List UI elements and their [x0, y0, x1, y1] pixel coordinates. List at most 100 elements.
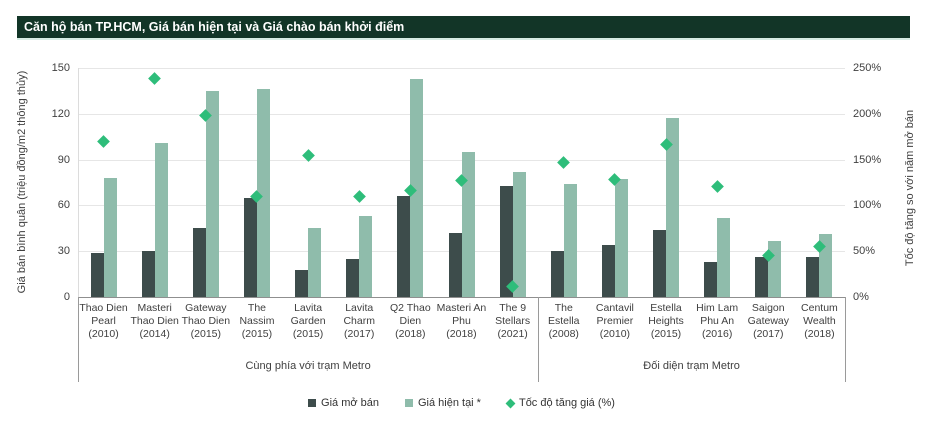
- bar-open: [141, 251, 155, 297]
- bar-open: [601, 245, 615, 297]
- category-name: Gateway Thao Dien: [181, 302, 231, 327]
- category-year: (2018): [446, 328, 477, 340]
- y-axis-line: [78, 68, 79, 297]
- category-label: Him Lam Phu An (2016): [692, 302, 743, 341]
- category-year: (2014): [139, 328, 170, 340]
- right-tick-label: 150%: [853, 153, 882, 166]
- bar-open: [550, 251, 564, 297]
- chart-title: Căn hộ bán TP.HCM, Giá bán hiện tại và G…: [24, 20, 405, 34]
- right-tick-label: 200%: [853, 107, 882, 120]
- left-axis-title: Giá bán bình quân (triệu đồng/m2 thông t…: [16, 70, 28, 294]
- legend-item: Giá hiện tại *: [404, 397, 481, 409]
- category-label: Saigon Gateway (2017): [743, 302, 794, 341]
- bar-current: [461, 151, 475, 297]
- category-name: Cantavil Premier: [595, 302, 634, 327]
- category-label: Q2 Thao Dien (2018): [385, 302, 436, 341]
- category-name: The Estella: [547, 302, 580, 327]
- category-year: (2010): [599, 328, 631, 340]
- category-label: Estella Heights (2015): [640, 302, 691, 341]
- category-year: (2017): [753, 328, 784, 340]
- growth-diamond: [557, 155, 571, 169]
- category-name: Masteri An Phu: [436, 302, 487, 327]
- bar-current: [359, 216, 373, 297]
- bar-current: [410, 78, 424, 297]
- category-label: Centum Wealth (2018): [794, 302, 845, 341]
- group-divider: [845, 297, 846, 382]
- bar-current: [768, 240, 782, 297]
- group-divider: [78, 297, 79, 382]
- category-name: Lavita Garden: [290, 302, 326, 327]
- legend-label: Tốc độ tăng giá (%): [518, 397, 615, 409]
- group-divider: [538, 297, 540, 382]
- bar-open: [346, 258, 360, 297]
- category-name: Estella Heights: [648, 302, 684, 327]
- bar-current: [614, 179, 628, 297]
- category-name: Masteri Thao Dien: [130, 302, 179, 327]
- right-tick-label: 100%: [853, 199, 882, 212]
- right-axis-title: Tốc độ tăng so với năm mở bán: [904, 109, 916, 267]
- chart-title-bar: Căn hộ bán TP.HCM, Giá bán hiện tại và G…: [17, 16, 910, 40]
- category-year: (2015): [292, 328, 324, 340]
- bar-open: [192, 228, 206, 297]
- bar-current: [103, 177, 117, 297]
- bar-open: [704, 261, 718, 297]
- bar-open: [499, 185, 513, 297]
- category-year: (2015): [190, 328, 221, 340]
- left-tick-label: 90: [57, 153, 70, 166]
- category-label: The Estella (2008): [538, 302, 589, 341]
- category-label: Masteri An Phu (2018): [436, 302, 487, 341]
- legend-label: Giá mở bán: [321, 397, 379, 409]
- bar-open: [243, 197, 257, 297]
- right-tick-label: 250%: [853, 62, 882, 74]
- legend-square-marker: [308, 399, 317, 407]
- category-label: Cantavil Premier (2010): [589, 302, 640, 341]
- bar-current: [256, 89, 270, 297]
- bar-current: [819, 234, 833, 297]
- category-label: Masteri Thao Dien (2014): [129, 302, 180, 341]
- legend-item: Tốc độ tăng giá (%): [505, 397, 615, 409]
- category-year: (2015): [650, 328, 682, 340]
- category-name: Saigon Gateway: [747, 302, 789, 327]
- category-year: (2016): [701, 328, 733, 340]
- left-tick-label: 30: [57, 245, 70, 258]
- bar-open: [653, 229, 667, 297]
- category-year: (2018): [804, 328, 835, 340]
- bar-current: [512, 171, 526, 297]
- bar-open: [755, 257, 769, 297]
- bar-open: [448, 232, 462, 297]
- left-tick-label: 150: [51, 62, 70, 74]
- left-tick-label: 120: [51, 107, 70, 120]
- group-label: Cùng phía với trạm Metro: [245, 360, 371, 372]
- category-label: Gateway Thao Dien (2015): [180, 302, 231, 341]
- category-year: (2021): [497, 328, 528, 340]
- legend-item: Giá mở bán: [308, 397, 379, 409]
- category-year: (2018): [395, 328, 426, 340]
- growth-diamond: [148, 72, 162, 86]
- category-name: Centum Wealth: [801, 302, 838, 327]
- bar-open: [397, 196, 411, 297]
- category-label: Thao Dien Pearl (2010): [78, 302, 129, 341]
- category-label: The Nassim (2015): [231, 302, 282, 341]
- category-label: Lavita Garden (2015): [283, 302, 334, 341]
- right-tick-label: 50%: [853, 245, 876, 258]
- category-name: Lavita Charm: [343, 302, 375, 327]
- bar-current: [154, 142, 168, 297]
- category-year: (2015): [241, 328, 273, 340]
- bar-open: [90, 252, 104, 297]
- left-tick-label: 60: [57, 199, 70, 212]
- growth-diamond: [352, 189, 366, 203]
- category-name: Q2 Thao Dien: [390, 302, 431, 327]
- category-year: (2017): [344, 328, 375, 340]
- legend-square-marker: [404, 399, 413, 407]
- bar-open: [806, 257, 820, 297]
- left-tick-label: 0: [63, 291, 70, 303]
- bar-current: [205, 90, 219, 297]
- gridline: [78, 113, 845, 115]
- legend-diamond-marker: [505, 398, 516, 408]
- bar-current: [563, 184, 577, 297]
- category-name: Thao Dien Pearl: [79, 302, 128, 327]
- group-label: Đối diện trạm Metro: [643, 360, 740, 372]
- growth-diamond: [97, 134, 110, 148]
- bar-current: [717, 217, 731, 297]
